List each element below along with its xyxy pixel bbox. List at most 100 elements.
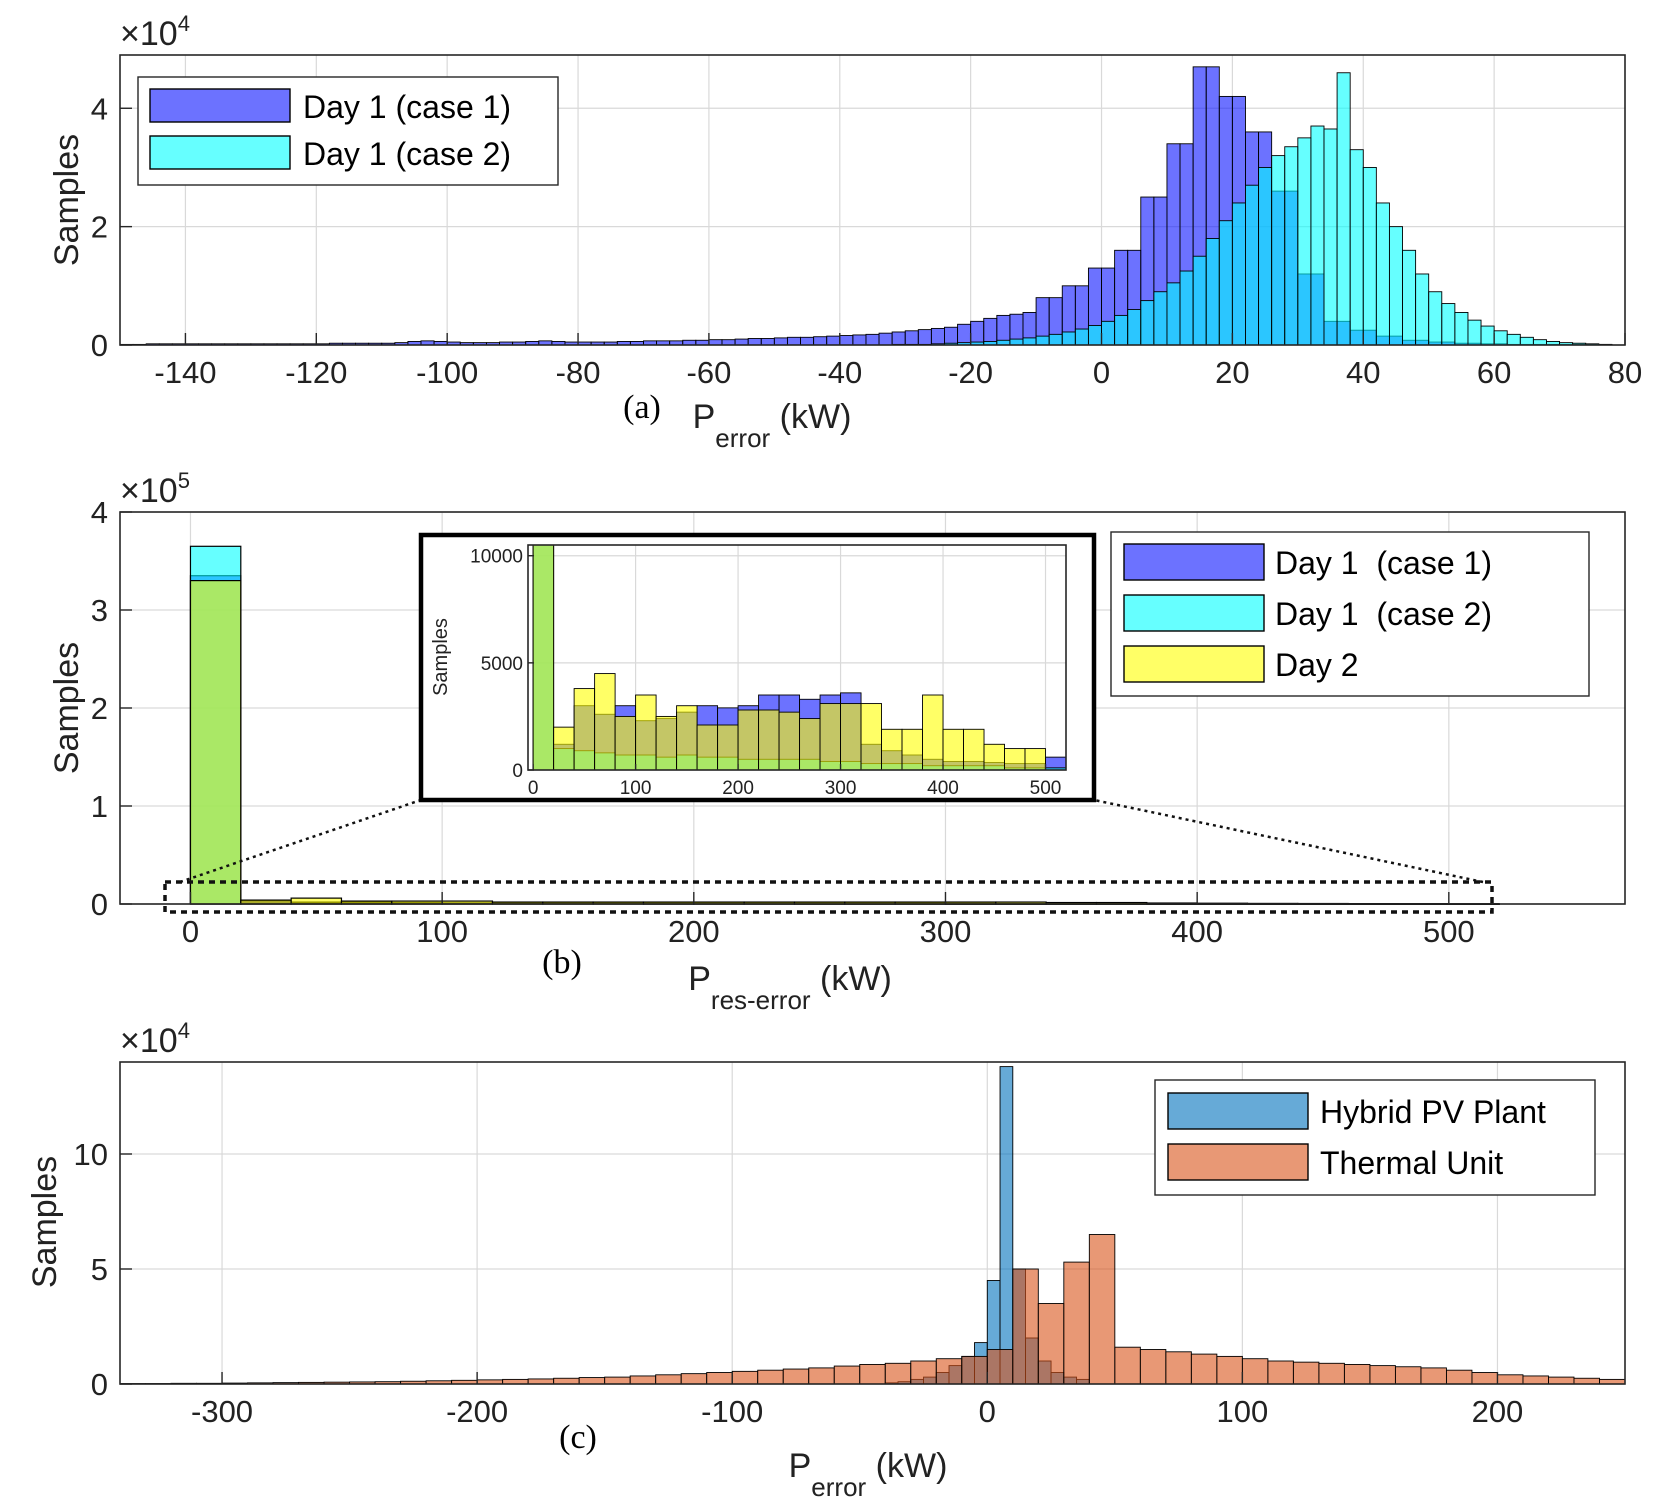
histogram-bar	[1190, 1353, 1218, 1385]
y-tick-label: 10000	[470, 547, 523, 568]
legend-label-b-day2: Day 2	[1275, 647, 1359, 683]
histogram-bar	[1009, 338, 1024, 346]
histogram-bar	[655, 1374, 682, 1385]
x-tick-label: 100	[416, 914, 468, 949]
histogram-bar	[1022, 337, 1037, 346]
histogram-bar	[676, 705, 698, 771]
histogram-bar	[614, 715, 637, 771]
histogram-bar	[1037, 1303, 1065, 1385]
histogram-bar	[1388, 226, 1403, 346]
histogram-bar	[1428, 291, 1443, 346]
histogram-bar	[1271, 155, 1286, 346]
panel-c-frame	[119, 1061, 1626, 1385]
legend-swatch-hybrid-pv	[1167, 1092, 1309, 1130]
histogram-bar	[961, 1355, 988, 1385]
y-tick-label: 3	[91, 593, 108, 628]
histogram-bar	[963, 728, 985, 771]
legend-label-b-day1-case2: Day 1 (case 2)	[1275, 596, 1492, 632]
histogram-bar	[1522, 1375, 1549, 1385]
histogram-bar	[839, 335, 854, 346]
legend-swatch-b-day2	[1123, 645, 1265, 683]
histogram-bar	[635, 694, 657, 771]
y-tick-label: 4	[91, 91, 108, 126]
x-tick-label: -100	[701, 1394, 763, 1429]
zoom-leader-left	[179, 798, 422, 884]
panel-b-x-label: Pres-error (kW)	[688, 960, 892, 1015]
histogram-bar	[1140, 300, 1155, 346]
zoom-leader-right	[1093, 798, 1484, 884]
panel-c-exponent: ×104	[120, 1018, 190, 1060]
histogram-bar	[1493, 330, 1508, 346]
panel-b-x-ticks: 0 100 200 300 400 500	[182, 892, 1475, 949]
histogram-bar	[1216, 1355, 1243, 1385]
histogram-bar	[800, 336, 815, 346]
histogram-bar	[970, 320, 985, 346]
histogram-bar	[1573, 1377, 1600, 1385]
x-tick-label: 200	[1472, 1394, 1524, 1429]
y-tick-label: 0	[91, 328, 108, 363]
histogram-bar	[1179, 270, 1194, 346]
x-tick-label: -300	[191, 1394, 253, 1429]
histogram-bar	[1088, 1234, 1116, 1385]
histogram-bar	[1471, 1372, 1498, 1385]
panel-a-x-ticks: -140 -120 -100 -80 -60 -40 -20 0 20 40 60 80	[154, 333, 1642, 390]
x-tick-label: 60	[1477, 355, 1511, 390]
panel-c-bars	[119, 1066, 1626, 1385]
panel-b-y-ticks: 0 1 2 3 4	[91, 495, 132, 922]
histogram-bar	[1323, 128, 1338, 346]
histogram-bar	[1114, 314, 1129, 346]
histogram-bar	[922, 694, 944, 771]
x-tick-label: 80	[1608, 355, 1642, 390]
histogram-bar	[1205, 238, 1220, 346]
x-tick-label: 300	[825, 778, 857, 799]
histogram-bar	[189, 579, 242, 905]
histogram-bar	[1165, 1351, 1192, 1385]
panel-b-bars	[189, 545, 1500, 906]
x-tick-label: 100	[620, 778, 652, 799]
zoom-inset: 0 100 200 300 400 500 0 5000 10000 Samples	[418, 532, 1097, 803]
histogram-bar	[532, 544, 555, 771]
panel-a-y-ticks: 0 2 4	[91, 91, 132, 363]
x-tick-label: -120	[285, 355, 347, 390]
histogram-bar	[778, 711, 801, 771]
histogram-bar	[1445, 1369, 1473, 1385]
histogram-bar	[1284, 146, 1299, 346]
y-tick-label: 4	[91, 495, 108, 530]
x-tick-label: 0	[979, 1394, 996, 1429]
histogram-bar	[782, 1368, 810, 1385]
histogram-bar	[1114, 1346, 1141, 1385]
histogram-bar	[1548, 1376, 1575, 1385]
panel-a-x-label: Perror (kW)	[693, 398, 852, 453]
histogram-bar	[290, 897, 343, 905]
x-tick-label: 500	[1423, 914, 1475, 949]
histogram-bar	[1506, 333, 1521, 346]
panel-a-legend: Day 1 (case 1) Day 1 (case 2)	[137, 76, 559, 186]
x-tick-label: 0	[1093, 355, 1110, 390]
histogram-bar	[901, 728, 923, 771]
y-tick-label: 0	[91, 1367, 108, 1402]
histogram-bar	[1004, 748, 1026, 771]
histogram-bar	[1061, 331, 1076, 346]
histogram-bar	[1441, 303, 1456, 346]
x-tick-label: -100	[416, 355, 478, 390]
histogram-bar	[957, 323, 972, 346]
inset-y-ticks: 0 5000 10000	[470, 547, 534, 782]
inset-x-ticks: 0 100 200 300 400 500	[528, 764, 1061, 799]
histogram-bar	[826, 335, 841, 346]
histogram-bar	[1063, 1261, 1090, 1385]
panel-b-legend: Day 1 (case 1) Day 1 (case 2) Day 2	[1110, 531, 1590, 697]
histogram-bar	[717, 724, 739, 771]
panel-a-caption: (a)	[623, 389, 661, 426]
panel-a: -140 -120 -100 -80 -60 -40 -20 0 20 40 60 80 0 2 4 ×1…	[48, 11, 1642, 453]
histogram-bar	[808, 1367, 835, 1385]
histogram-bar	[986, 1349, 1014, 1385]
histogram-bar	[1394, 1366, 1422, 1385]
histogram-bar	[706, 1372, 733, 1385]
histogram-bar	[737, 709, 760, 771]
legend-swatch-thermal	[1167, 1143, 1309, 1181]
histogram-bar	[1318, 1362, 1345, 1385]
x-tick-label: 300	[920, 914, 972, 949]
histogram-bar	[833, 1365, 861, 1385]
legend-swatch-day1-case2	[149, 135, 291, 170]
